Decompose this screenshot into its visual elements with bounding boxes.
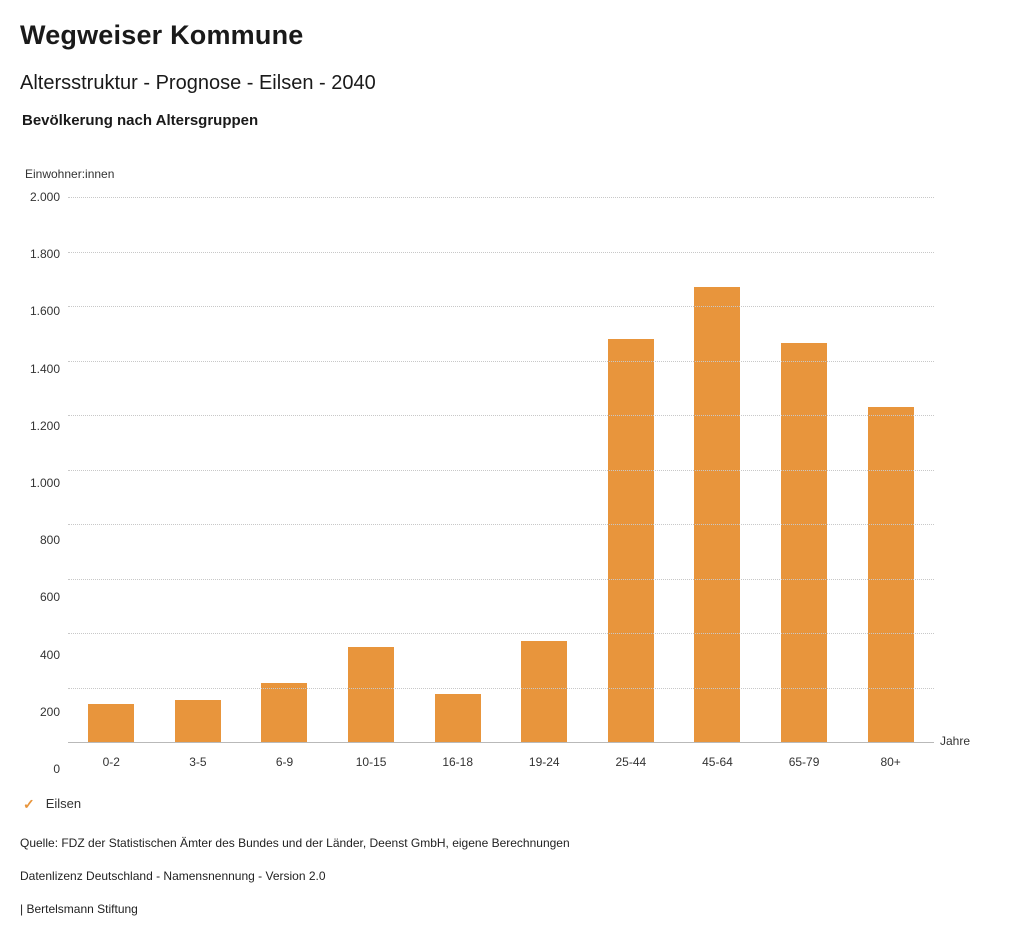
chart-heading: Bevölkerung nach Altersgruppen [22, 112, 259, 129]
page-title: Wegweiser Kommune [20, 20, 304, 50]
gridline [68, 469, 934, 471]
y-tick-label: 400 [39, 647, 60, 662]
bar-6-9[interactable] [261, 683, 308, 742]
bar-column [674, 197, 761, 742]
bars [68, 197, 934, 742]
y-tick-label: 1.600 [29, 304, 60, 319]
plot-area: Jahre [68, 197, 970, 748]
bar-column [328, 197, 415, 742]
bar-column [847, 197, 934, 742]
gridline [68, 524, 934, 525]
y-tick-label: 1.400 [29, 361, 60, 376]
x-tick-label: 80+ [880, 755, 901, 769]
y-tick-label: 1.200 [29, 418, 60, 433]
legend-item-eilsen[interactable]: ✓ Eilsen [23, 796, 1004, 811]
bar-3-5[interactable] [174, 699, 221, 742]
legend-label: Eilsen [45, 796, 82, 811]
x-tick-label: 10-15 [355, 755, 387, 769]
x-axis-unit-label: Jahre [940, 734, 971, 748]
bar-column [68, 197, 155, 742]
chart: Einwohner:innen Jahre 0-2 3-5 6-9 10-15 16-1… [20, 167, 1004, 776]
chart-area: Jahre 0-2 3-5 6-9 10-15 16-18 19-24 25-44 45-64… [20, 190, 1004, 776]
y-tick-label: 0 [53, 762, 60, 776]
x-tick-label: 3-5 [189, 755, 207, 769]
gridline [68, 306, 934, 307]
gridline [68, 633, 934, 634]
bar-column [588, 197, 675, 742]
x-tick-label: 65-79 [788, 755, 820, 769]
x-axis: 0-2 3-5 6-9 10-15 16-18 19-24 25-44 45-64 65-79 8… [68, 755, 934, 769]
bar-0-2[interactable] [88, 703, 135, 742]
gridline [68, 415, 934, 416]
x-tick-label: 0-2 [102, 755, 120, 769]
y-tick-label: 800 [39, 533, 60, 548]
y-tick-label: 1.800 [29, 247, 60, 262]
chart-subtitle: Altersstruktur - Prognose - Eilsen - 204… [20, 72, 376, 94]
bar-80+[interactable] [867, 406, 914, 742]
bar-column [414, 197, 501, 742]
page: Wegweiser Kommune Altersstruktur - Progn… [20, 20, 1004, 916]
x-tick-label: 45-64 [702, 755, 733, 769]
y-tick-label: 200 [39, 704, 60, 719]
gridline [68, 360, 934, 362]
bar-column [155, 197, 242, 742]
gridline [68, 687, 934, 689]
y-axis-title: Einwohner:innen [25, 167, 115, 181]
license-text: Datenlizenz Deutschland - Namensnennung … [20, 869, 326, 883]
y-tick-label: 600 [39, 590, 60, 605]
x-tick-label: 6-9 [275, 755, 294, 769]
bar-65-79[interactable] [781, 342, 828, 742]
bar-45-64[interactable] [694, 286, 741, 742]
bar-column [241, 197, 328, 742]
gridline [68, 251, 934, 253]
bar-19-24[interactable] [521, 641, 568, 742]
legend-check-icon: ✓ [23, 795, 35, 812]
bar-10-15[interactable] [348, 646, 395, 742]
x-tick-label: 19-24 [528, 755, 560, 769]
x-tick-label: 16-18 [442, 755, 474, 769]
bar-column [501, 197, 588, 742]
x-tick-label: 25-44 [615, 755, 647, 769]
gridline [68, 197, 934, 198]
attribution-text: | Bertelsmann Stiftung [20, 902, 138, 916]
source-text: Quelle: FDZ der Statistischen Ämter des … [20, 836, 570, 850]
bar-column [761, 197, 848, 742]
y-tick-label: 2.000 [29, 190, 60, 204]
gridline [68, 578, 934, 580]
bar-25-44[interactable] [607, 338, 654, 742]
y-tick-label: 1.000 [29, 476, 60, 490]
footer: Quelle: FDZ der Statistischen Ämter des … [20, 836, 1004, 916]
gridline [68, 742, 934, 743]
bar-16-18[interactable] [434, 694, 481, 742]
